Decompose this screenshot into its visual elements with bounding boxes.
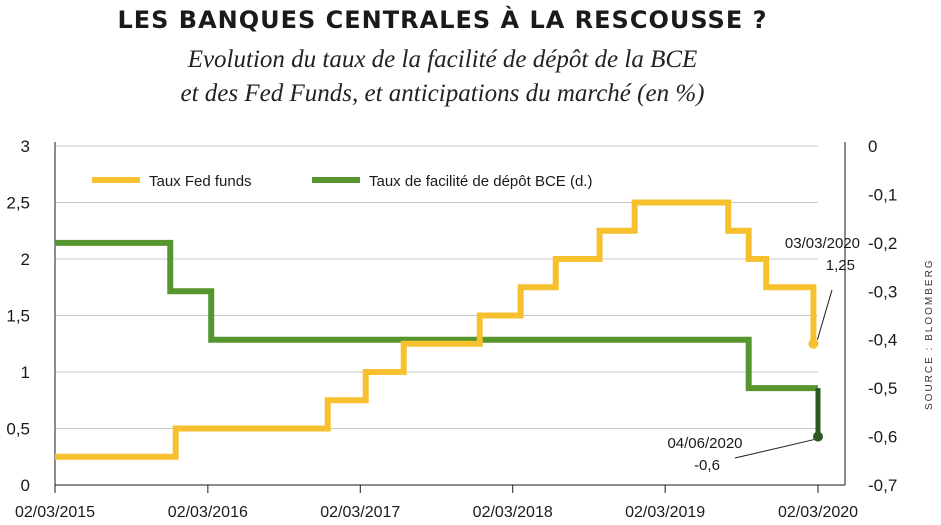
- x-tick-label: 02/03/2016: [168, 504, 248, 521]
- fed-annotation-value: 1,25: [826, 257, 855, 274]
- bce-annotation-value: -0,6: [694, 457, 720, 474]
- y-left-tick-label: 2,5: [6, 194, 30, 213]
- bce-end-point: [813, 431, 823, 442]
- y-left-tick-label: 1,5: [6, 307, 30, 326]
- y-right-tick-label: -0,4: [868, 331, 897, 350]
- fed-funds-end-point: [808, 338, 819, 349]
- x-tick-label: 02/03/2019: [625, 504, 705, 521]
- bce-annotation-leader: [734, 439, 815, 459]
- y-left-tick-label: 0: [21, 476, 30, 495]
- y-right-tick-label: 0: [868, 137, 877, 156]
- y-right-tick-label: -0,5: [868, 379, 897, 398]
- chart-title: LES BANQUES CENTRALES À LA RESCOUSSE ?: [117, 6, 768, 34]
- y-left-tick-label: 3: [21, 137, 30, 156]
- fed-funds-line: [55, 199, 817, 460]
- y-right-tick-label: -0,3: [868, 282, 897, 301]
- x-tick-label: 02/03/2018: [473, 504, 553, 521]
- chart-subtitle-line-2: et des Fed Funds, et anticipations du ma…: [180, 80, 705, 107]
- legend-label-bce: Taux de facilité de dépôt BCE (d.): [369, 173, 592, 190]
- y-right-tick-label: -0,1: [868, 185, 897, 204]
- x-tick-label: 02/03/2015: [15, 504, 95, 521]
- x-tick-label: 02/03/2017: [320, 504, 400, 521]
- bce-deposit-rate-line: [55, 239, 818, 392]
- bce-annotation-date: 04/06/2020: [667, 435, 742, 452]
- y-left-tick-label: 0,5: [6, 420, 30, 439]
- y-right-tick-label: -0,6: [868, 428, 897, 447]
- chart-subtitle-line-1: Evolution du taux de la facilité de dépô…: [187, 46, 698, 73]
- fed-annotation-leader: [816, 289, 833, 340]
- fed-annotation-date: 03/03/2020: [785, 235, 860, 252]
- legend-label-fed-funds: Taux Fed funds: [149, 173, 252, 190]
- y-left-tick-label: 2: [21, 250, 30, 269]
- x-tick-label: 02/03/2020: [778, 504, 858, 521]
- y-right-tick-label: -0,2: [868, 234, 897, 253]
- y-right-tick-label: -0,7: [868, 476, 897, 495]
- y-left-tick-label: 1: [21, 363, 30, 382]
